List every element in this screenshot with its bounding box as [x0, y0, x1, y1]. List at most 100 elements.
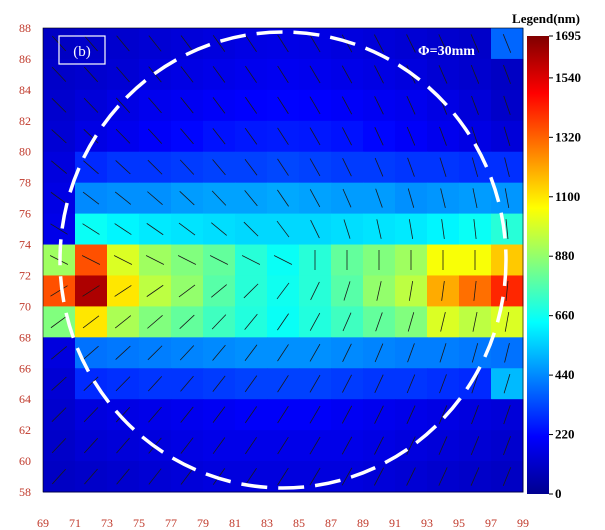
vector-line — [84, 468, 98, 485]
vector-line — [147, 345, 163, 361]
vector-line — [148, 468, 162, 485]
vector-line — [179, 345, 195, 361]
vector-line — [505, 280, 509, 301]
y-tick-label: 76 — [19, 207, 31, 221]
vector-line — [277, 436, 289, 455]
vector-line — [342, 188, 352, 208]
vector-line — [273, 255, 293, 265]
vector-line — [438, 467, 448, 486]
y-tick-label: 72 — [19, 268, 31, 282]
vector-line — [147, 128, 163, 144]
vector-line — [309, 34, 321, 53]
vector-line — [51, 66, 67, 82]
vector-line — [440, 188, 446, 208]
vector-line — [245, 437, 257, 455]
vector-line — [472, 188, 478, 209]
y-tick-label: 66 — [19, 361, 31, 375]
vector-line — [244, 127, 258, 145]
vector-line — [148, 97, 162, 114]
vector-line — [114, 285, 132, 297]
vector-line — [245, 34, 257, 52]
vector-line — [83, 407, 99, 423]
vector-line — [277, 406, 289, 424]
x-tick-label: 79 — [197, 516, 209, 530]
vector-line — [115, 407, 131, 423]
vector-line — [241, 255, 261, 265]
vector-line — [147, 315, 163, 329]
vector-line — [51, 468, 67, 485]
vector-line — [471, 126, 479, 146]
vector-line — [374, 467, 384, 486]
vector-line — [407, 188, 415, 208]
vector-line — [439, 374, 447, 394]
vector-line — [310, 281, 320, 301]
vector-line — [179, 191, 195, 206]
vector-line — [341, 34, 353, 53]
vector-line — [471, 157, 479, 177]
vector-line — [375, 188, 383, 208]
vector-line — [310, 219, 320, 239]
vector-line — [209, 255, 229, 265]
vector-line — [211, 314, 227, 330]
colorbar-tick-label: 440 — [555, 367, 575, 382]
vector-line — [82, 223, 100, 235]
vector-line — [116, 66, 130, 83]
vector-line — [406, 405, 416, 424]
vector-line — [244, 406, 258, 424]
vector-line — [374, 343, 384, 363]
colorbar-tick-label: 1540 — [555, 70, 581, 85]
x-tick-label: 97 — [485, 516, 497, 530]
vector-line — [441, 280, 445, 301]
vector-line — [50, 191, 68, 205]
vector-line — [84, 35, 98, 52]
vector-line — [309, 467, 321, 486]
y-tick-label: 82 — [19, 114, 31, 128]
vector-line — [341, 436, 353, 455]
vector-line — [503, 126, 511, 146]
vector-line — [115, 128, 131, 144]
vector-line — [374, 96, 384, 115]
vector-line — [212, 159, 226, 176]
vector-line — [439, 343, 447, 363]
vector-line — [180, 375, 194, 392]
vector-line — [406, 374, 416, 394]
vector-line — [309, 405, 321, 424]
vector-line — [146, 223, 164, 236]
vector-line — [180, 128, 194, 145]
x-tick-label: 85 — [293, 516, 305, 530]
panel-label: (b) — [73, 44, 91, 60]
vector-line — [180, 66, 194, 83]
vector-line — [504, 343, 510, 363]
vector-line — [178, 222, 196, 236]
vector-line — [244, 190, 258, 207]
vector-line — [503, 436, 511, 456]
vector-line — [180, 406, 194, 423]
vector-line — [277, 96, 289, 114]
y-tick-label: 58 — [19, 485, 31, 499]
vector-line — [147, 191, 163, 205]
vector-line — [277, 467, 289, 486]
vector-line — [504, 311, 510, 332]
vector-line — [177, 255, 197, 265]
vector-line — [276, 220, 290, 238]
vector-line — [471, 95, 479, 115]
vector-line — [505, 219, 509, 240]
vector-line — [471, 405, 479, 425]
y-tick-label: 86 — [19, 52, 31, 66]
vector-line — [309, 436, 321, 455]
x-tick-label: 75 — [133, 516, 145, 530]
vector-line — [245, 65, 257, 83]
y-tick-label: 60 — [19, 454, 31, 468]
vector-line — [212, 128, 226, 145]
vector-line — [408, 281, 414, 301]
vector-line — [502, 467, 512, 486]
aperture-circle — [58, 30, 508, 490]
plot-frame — [42, 27, 524, 493]
vector-line — [277, 34, 289, 53]
x-tick-label: 81 — [229, 516, 241, 530]
vector-line — [408, 219, 414, 239]
vector-line — [277, 313, 289, 331]
vector-line — [212, 375, 226, 392]
vector-line — [342, 127, 352, 146]
